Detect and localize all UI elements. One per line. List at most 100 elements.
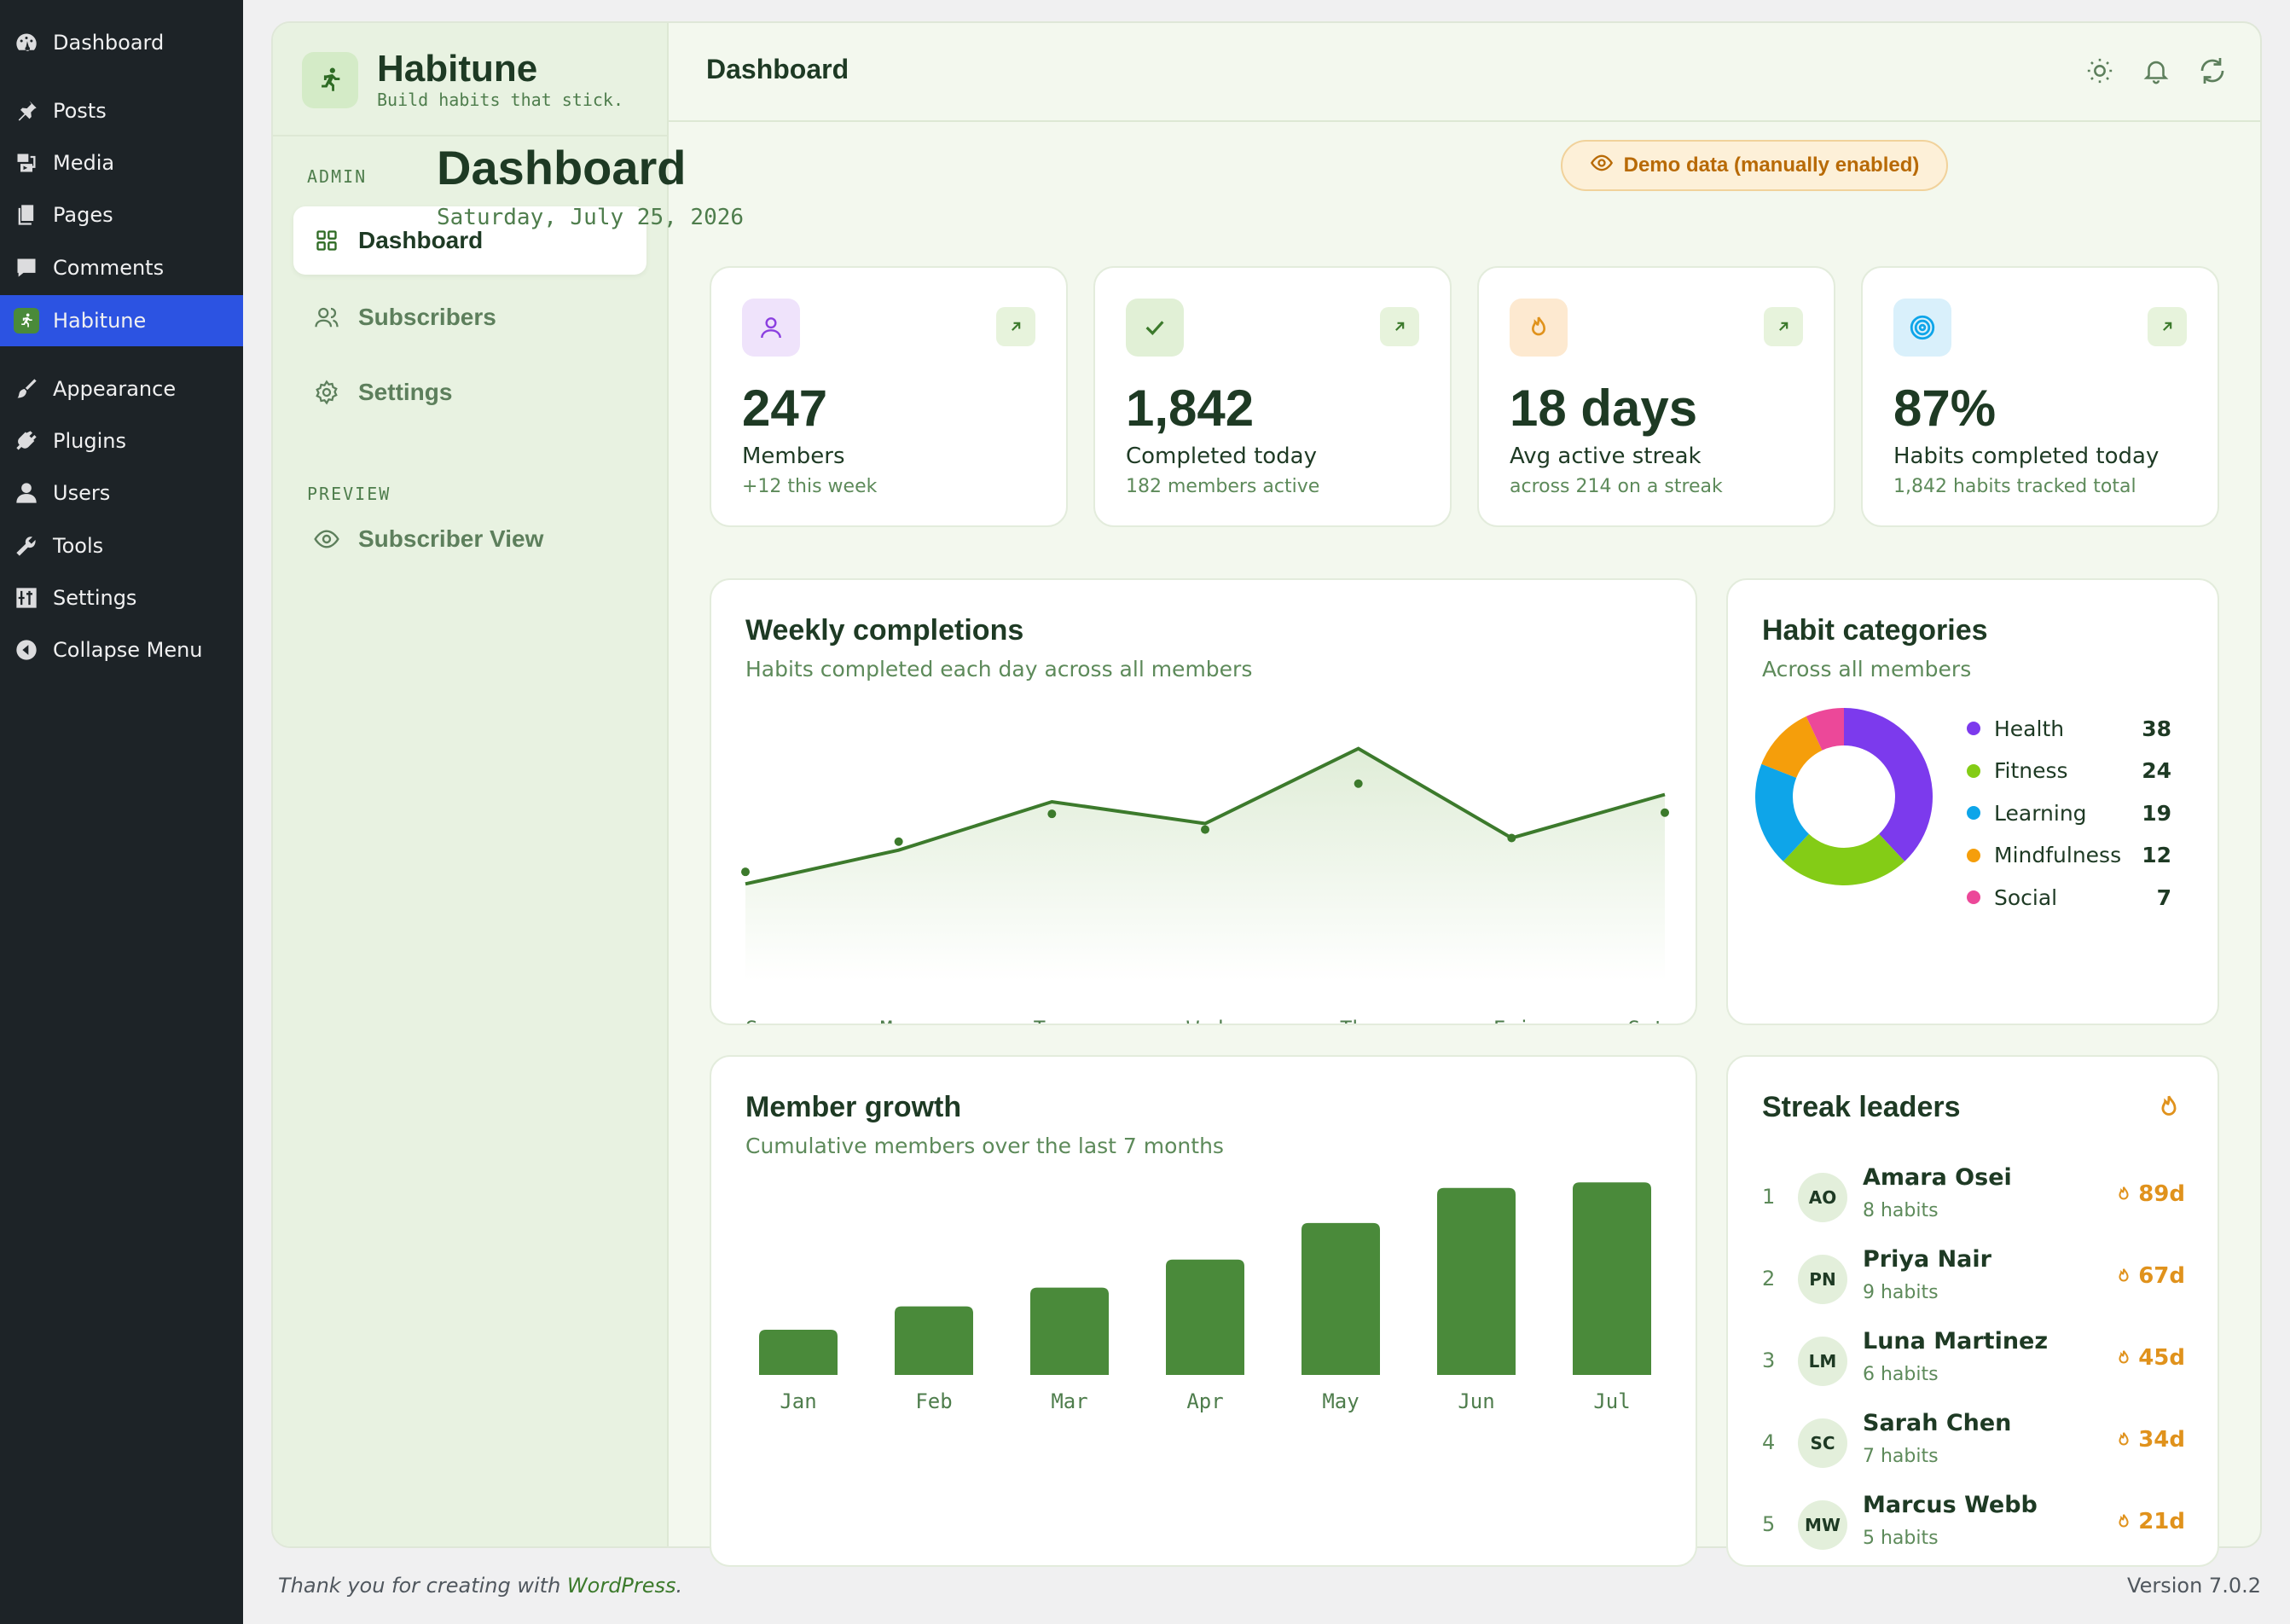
check-icon bbox=[1126, 299, 1184, 357]
brush-icon bbox=[14, 376, 39, 402]
comment-icon bbox=[14, 255, 39, 281]
leader-row[interactable]: 3 LM Luna Martinez 6 habits 45d bbox=[1762, 1323, 2185, 1401]
grid-icon bbox=[312, 226, 341, 255]
legend-label: Health bbox=[1994, 716, 2065, 741]
bar-jan[interactable] bbox=[759, 1330, 838, 1375]
x-tick-label: Wed bbox=[1186, 1017, 1223, 1025]
brand-name: Habitune bbox=[377, 48, 538, 90]
demo-data-badge[interactable]: Demo data (manually enabled) bbox=[1561, 140, 1948, 191]
arrow-up-right-icon[interactable] bbox=[1380, 307, 1419, 346]
leader-row[interactable]: 4 SC Sarah Chen 7 habits 34d bbox=[1762, 1405, 2185, 1483]
leader-rank: 3 bbox=[1762, 1348, 1776, 1372]
card-title: Member growth bbox=[745, 1091, 962, 1123]
leader-row[interactable]: 5 MW Marcus Webb 5 habits 21d bbox=[1762, 1487, 2185, 1565]
stat-card-completed: 1,842 Completed today 182 members active bbox=[1093, 266, 1452, 527]
bell-icon[interactable] bbox=[2141, 55, 2171, 86]
wordpress-link[interactable]: WordPress bbox=[566, 1574, 676, 1598]
wp-menu-label: Plugins bbox=[53, 429, 126, 453]
refresh-icon[interactable] bbox=[2197, 55, 2228, 86]
x-tick-label: Sun bbox=[745, 1017, 782, 1025]
footer-thanks: Thank you for creating with WordPress. bbox=[278, 1574, 683, 1598]
wp-menu-habitune[interactable]: Habitune bbox=[0, 295, 243, 346]
wp-menu-label: Settings bbox=[53, 586, 137, 610]
stat-value: 247 bbox=[742, 380, 828, 437]
line-point[interactable] bbox=[894, 837, 903, 846]
leader-row[interactable]: 1 AO Amara Osei 8 habits 89d bbox=[1762, 1159, 2185, 1238]
arrow-up-right-icon[interactable] bbox=[2148, 307, 2187, 346]
wp-menu-comments[interactable]: Comments bbox=[0, 242, 243, 293]
wp-menu-label: Tools bbox=[53, 534, 104, 558]
legend-item: Mindfulness 12 bbox=[1967, 838, 2171, 873]
arrow-up-right-icon[interactable] bbox=[1764, 307, 1803, 346]
line-point[interactable] bbox=[741, 867, 750, 877]
bar-jun[interactable] bbox=[1437, 1187, 1516, 1375]
line-point[interactable] bbox=[1354, 779, 1363, 788]
sidebar-item-settings[interactable]: Settings bbox=[293, 358, 646, 426]
sidebar-item-label: Subscribers bbox=[358, 304, 496, 330]
eye-icon bbox=[312, 525, 341, 554]
wp-menu-dashboard[interactable]: Dashboard bbox=[0, 17, 243, 68]
donut-slice-fitness[interactable] bbox=[1783, 833, 1905, 885]
legend-label: Mindfulness bbox=[1994, 843, 2122, 867]
leader-rank: 2 bbox=[1762, 1267, 1776, 1290]
bar-jul[interactable] bbox=[1573, 1182, 1651, 1375]
legend-item: Learning 19 bbox=[1967, 796, 2171, 830]
stat-sub: 182 members active bbox=[1126, 476, 1320, 497]
sun-icon[interactable] bbox=[2084, 55, 2115, 86]
donut-slice-learning[interactable] bbox=[1755, 763, 1809, 861]
wp-menu-settings[interactable]: Settings bbox=[0, 572, 243, 624]
stat-label: Members bbox=[742, 444, 845, 469]
line-point[interactable] bbox=[1047, 809, 1057, 819]
wp-menu-tools[interactable]: Tools bbox=[0, 520, 243, 571]
sidebar-item-subscriber-view[interactable]: Subscriber View bbox=[293, 505, 646, 573]
flame-icon bbox=[2119, 1350, 2129, 1364]
wp-menu-posts[interactable]: Posts bbox=[0, 85, 243, 136]
bar-may[interactable] bbox=[1302, 1222, 1380, 1375]
leader-row[interactable]: 2 PN Priya Nair 9 habits 67d bbox=[1762, 1241, 2185, 1320]
stat-card-members: 247 Members +12 this week bbox=[710, 266, 1068, 527]
sidebar-section-admin: ADMIN bbox=[307, 166, 368, 187]
dashboard-icon bbox=[14, 30, 39, 55]
legend-swatch bbox=[1967, 763, 1980, 778]
leader-name: Luna Martinez bbox=[1863, 1328, 2049, 1354]
brand[interactable]: Habitune Build habits that stick. bbox=[302, 50, 623, 110]
line-point[interactable] bbox=[1661, 808, 1669, 817]
growth-bar-chart: Jan Feb Mar Apr May Jun Jul bbox=[759, 1182, 1651, 1413]
arrow-up-right-icon[interactable] bbox=[996, 307, 1035, 346]
stat-value: 18 days bbox=[1510, 380, 1698, 437]
donut-slice-mindfulness[interactable] bbox=[1761, 716, 1823, 778]
sidebar-item-subscribers[interactable]: Subscribers bbox=[293, 283, 646, 351]
legend-value: 38 bbox=[2142, 716, 2171, 741]
wp-menu-plugins[interactable]: Plugins bbox=[0, 415, 243, 467]
donut-slice-social[interactable] bbox=[1806, 708, 1844, 751]
avatar: AO bbox=[1798, 1173, 1847, 1222]
flame-icon bbox=[2119, 1186, 2129, 1200]
wp-menu-users[interactable]: Users bbox=[0, 467, 243, 519]
card-title: Streak leaders bbox=[1762, 1091, 1961, 1123]
card-title: Weekly completions bbox=[745, 614, 1024, 647]
leader-name: Priya Nair bbox=[1863, 1246, 1991, 1273]
card-subtitle: Habits completed each day across all mem… bbox=[745, 657, 1253, 682]
bar-feb[interactable] bbox=[895, 1306, 973, 1375]
wp-menu-collapse[interactable]: Collapse Menu bbox=[0, 624, 243, 676]
legend-value: 12 bbox=[2142, 843, 2171, 867]
sidebar-item-dashboard[interactable]: Dashboard bbox=[293, 206, 646, 275]
collapse-icon bbox=[14, 637, 39, 663]
line-point[interactable] bbox=[1507, 833, 1516, 843]
wp-menu-appearance[interactable]: Appearance bbox=[0, 363, 243, 415]
pin-icon bbox=[14, 98, 39, 124]
legend-swatch bbox=[1967, 806, 1980, 820]
sidebar-item-label: Dashboard bbox=[358, 227, 484, 253]
wp-menu-pages[interactable]: Pages bbox=[0, 189, 243, 241]
streak-leaders-card: Streak leaders 1 AO Amara Osei 8 habits 89d 2… bbox=[1726, 1055, 2219, 1567]
donut-slice-health[interactable] bbox=[1844, 708, 1933, 861]
bar-apr[interactable] bbox=[1166, 1259, 1244, 1375]
flame-icon bbox=[2119, 1514, 2129, 1528]
bar-mar[interactable] bbox=[1030, 1287, 1109, 1375]
leader-rank: 4 bbox=[1762, 1430, 1776, 1454]
wp-menu-label: Posts bbox=[53, 99, 107, 123]
wp-menu-label: Habitune bbox=[53, 309, 147, 333]
wp-menu-media[interactable]: Media bbox=[0, 137, 243, 188]
line-point[interactable] bbox=[1201, 825, 1209, 834]
x-tick-label: Thu bbox=[1340, 1017, 1377, 1025]
